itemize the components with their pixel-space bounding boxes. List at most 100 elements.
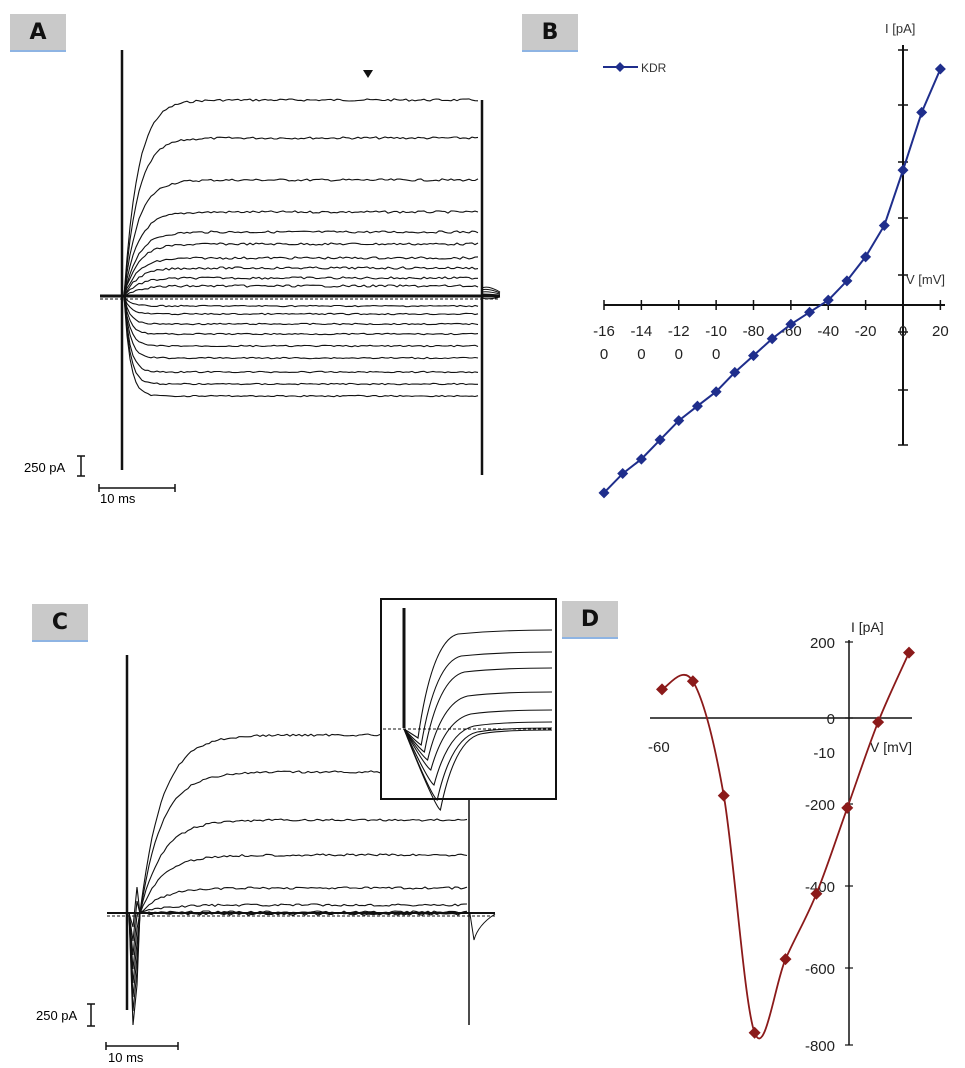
panel-b-legend-marker (615, 62, 625, 72)
panel-a-trace (123, 256, 479, 297)
panel-a-trace (123, 296, 479, 398)
panel-c-inset-trace (403, 709, 553, 771)
panel-b-x-tick-label: -80 (743, 323, 765, 340)
panel-a-trace (123, 296, 479, 360)
panel-c-trace (128, 853, 468, 984)
panel-c-inset-frame (380, 598, 557, 800)
panel-b-x-tick-label: -14 (631, 323, 653, 340)
panel-b-data-point (598, 487, 610, 499)
panel-d-data-point (686, 675, 699, 688)
panel-d-data-point (903, 646, 915, 659)
panel-c-inset-trace (403, 629, 553, 739)
panel-a-scale-current-label: 250 pA (24, 460, 66, 475)
panel-b-x-tick-label: -16 (593, 323, 615, 340)
panel-a-trace (123, 276, 478, 297)
panel-c-trace (128, 903, 468, 956)
panel-c-inset-traces (383, 608, 553, 811)
panel-d-data-point (810, 887, 823, 900)
panel-b-x-tick-label-wrap: 0 (712, 346, 720, 363)
panel-b-data-point (654, 434, 666, 446)
panel-b-x-tick-label: 0 (899, 323, 907, 340)
panel-b-x-axis-label: V [mV] (906, 272, 945, 287)
panel-a-trace (123, 178, 479, 296)
panel-b-x-tick-label: -10 (705, 323, 727, 340)
panel-b-data-point (748, 350, 759, 362)
panel-b-data-point (691, 400, 703, 412)
panel-a-trace (123, 284, 479, 298)
panel-a-trace (123, 266, 479, 299)
panel-a-trace (123, 296, 479, 326)
panel-a-trace (123, 136, 479, 296)
panel-label-c: C (32, 604, 88, 642)
panel-a-tail-trace (481, 288, 501, 294)
panel-b-x-tick-label: -20 (855, 323, 877, 340)
panel-b-data-point (822, 294, 834, 306)
panel-b-data-point (785, 318, 797, 330)
panel-d-data-point (779, 953, 792, 966)
panel-d-x-axis-label: V [mV] (870, 739, 912, 755)
panel-b-data-point (897, 164, 909, 176)
panel-b-y-ticks (898, 49, 908, 446)
panel-a-trace (123, 98, 479, 297)
panel-a-trace-group (123, 98, 501, 398)
panel-d-data-point (872, 716, 885, 729)
panel-b-data-point (860, 251, 872, 263)
panel-b-x-ticks: -160-140-120-100-80 -60 -40 -20 0 20 (593, 300, 949, 363)
panel-a-trace (123, 295, 479, 336)
panel-b-x-tick-label-wrap: 0 (637, 346, 645, 363)
panel-d-y-tick-label: -800 (805, 1038, 835, 1055)
panel-c-traces: 250 pA 10 ms (36, 598, 557, 1065)
panel-b-legend: KDR (603, 61, 667, 75)
panel-a-trace (123, 294, 479, 308)
panel-c-inset-trace (403, 691, 553, 761)
panel-d-y-tick-label: -600 (805, 961, 835, 978)
panel-a-traces: 250 pA 10 ms (24, 50, 501, 506)
panel-b-y-axis-label: I [pA] (885, 21, 915, 36)
panel-c-trace (128, 886, 468, 928)
panel-b-data-point (766, 333, 778, 345)
panel-b-data-point (934, 63, 946, 75)
panel-a-tail-trace (481, 295, 501, 297)
panel-b-x-tick-label: 20 (932, 323, 949, 340)
panel-label-d: D (562, 601, 618, 639)
panel-d-series-line (661, 652, 910, 1040)
panel-b-data-point (635, 453, 647, 465)
panel-a-tail-trace (481, 296, 501, 300)
panel-b-data-point (878, 220, 890, 232)
panel-c-tail-trace (469, 913, 496, 941)
panel-c-inset-trace (403, 727, 553, 801)
panel-c-inset-trace (403, 651, 553, 746)
panel-b-series (598, 63, 946, 499)
panel-a-trace (123, 242, 479, 296)
panel-c-scale-time-label: 10 ms (108, 1050, 144, 1065)
panel-b-data-point (617, 468, 629, 480)
panel-b-data-point (916, 106, 928, 118)
panel-b-data-point (710, 386, 722, 398)
panel-c-inset-trace (403, 728, 553, 811)
panel-c-trace (128, 818, 468, 998)
panel-c-inset-trace (403, 721, 553, 786)
panel-d-y-axis-label: I [pA] (851, 619, 884, 635)
panel-d-data-point (748, 1026, 761, 1039)
panel-b-x-tick-label: -40 (817, 323, 839, 340)
panel-b-series-line (603, 68, 942, 494)
panel-d-y-tick-label: -10 (813, 745, 835, 762)
panel-d-y-tick-label: -200 (805, 797, 835, 814)
panel-b-data-point (673, 415, 685, 427)
panel-label-b: B (522, 14, 578, 52)
panel-d-x-tick-label-neg60: -60 (648, 739, 670, 756)
panel-a-trace (123, 210, 479, 296)
panel-a-tail-trace (481, 291, 501, 295)
panel-a-trace (123, 296, 479, 348)
panel-b-data-point (729, 366, 741, 378)
panel-c-inset-trace (403, 667, 553, 753)
panel-d-data-point (656, 683, 668, 696)
panel-a-tail-trace (481, 286, 501, 293)
panel-c-trace (128, 886, 468, 970)
panel-b-data-point (804, 306, 816, 318)
panel-b-x-tick-label-wrap: 0 (675, 346, 683, 363)
panel-d-y-tick-label: 200 (810, 635, 835, 652)
